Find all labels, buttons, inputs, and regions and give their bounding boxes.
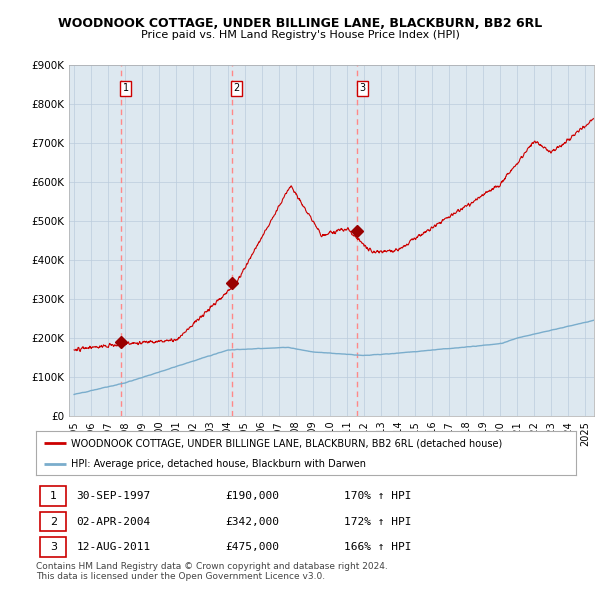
Text: WOODNOOK COTTAGE, UNDER BILLINGE LANE, BLACKBURN, BB2 6RL: WOODNOOK COTTAGE, UNDER BILLINGE LANE, B… — [58, 17, 542, 30]
Text: £342,000: £342,000 — [225, 516, 279, 526]
Text: 3: 3 — [50, 542, 57, 552]
Text: 172% ↑ HPI: 172% ↑ HPI — [344, 516, 412, 526]
Text: 2: 2 — [233, 83, 240, 93]
Text: 2: 2 — [50, 516, 57, 526]
Text: Price paid vs. HM Land Registry's House Price Index (HPI): Price paid vs. HM Land Registry's House … — [140, 30, 460, 40]
Text: Contains HM Land Registry data © Crown copyright and database right 2024.: Contains HM Land Registry data © Crown c… — [36, 562, 388, 571]
Text: HPI: Average price, detached house, Blackburn with Darwen: HPI: Average price, detached house, Blac… — [71, 459, 366, 469]
Text: 3: 3 — [359, 83, 365, 93]
Text: This data is licensed under the Open Government Licence v3.0.: This data is licensed under the Open Gov… — [36, 572, 325, 581]
Text: WOODNOOK COTTAGE, UNDER BILLINGE LANE, BLACKBURN, BB2 6RL (detached house): WOODNOOK COTTAGE, UNDER BILLINGE LANE, B… — [71, 438, 502, 448]
Text: 12-AUG-2011: 12-AUG-2011 — [77, 542, 151, 552]
Text: 02-APR-2004: 02-APR-2004 — [77, 516, 151, 526]
FancyBboxPatch shape — [40, 512, 66, 532]
Text: £475,000: £475,000 — [225, 542, 279, 552]
Text: 1: 1 — [50, 491, 57, 501]
Text: 170% ↑ HPI: 170% ↑ HPI — [344, 491, 412, 501]
FancyBboxPatch shape — [40, 537, 66, 557]
Text: 166% ↑ HPI: 166% ↑ HPI — [344, 542, 412, 552]
Text: 30-SEP-1997: 30-SEP-1997 — [77, 491, 151, 501]
Text: 1: 1 — [122, 83, 129, 93]
FancyBboxPatch shape — [40, 486, 66, 506]
Text: £190,000: £190,000 — [225, 491, 279, 501]
